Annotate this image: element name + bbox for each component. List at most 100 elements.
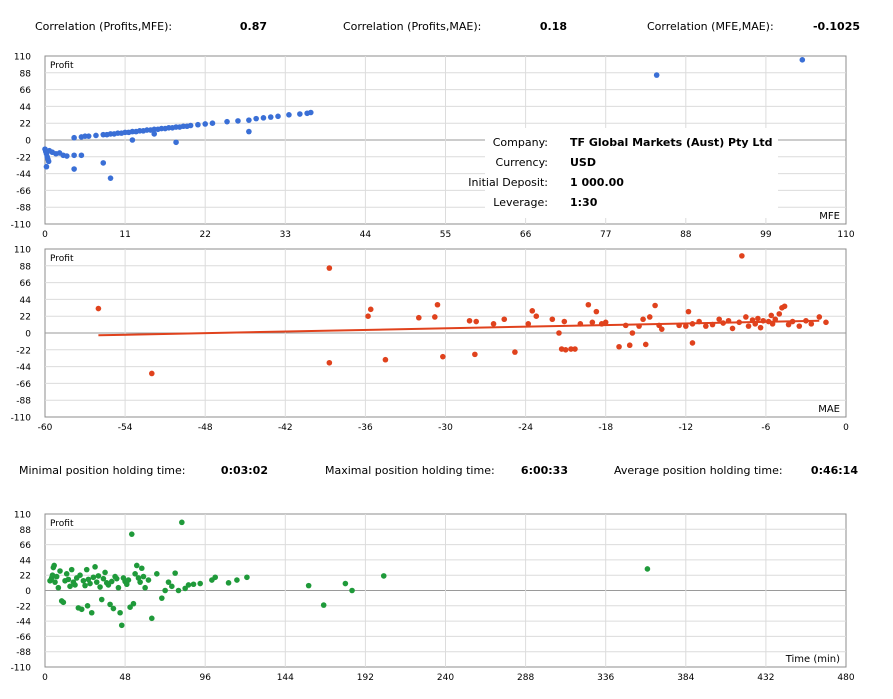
data-point [71, 134, 77, 141]
data-point [197, 580, 203, 587]
y-tick-label: 110 [14, 246, 31, 256]
data-point [305, 582, 312, 589]
data-point [577, 321, 584, 327]
data-point [118, 622, 125, 629]
data-point [55, 584, 62, 591]
data-point [102, 569, 108, 576]
data-point [244, 574, 250, 581]
data-point [52, 579, 58, 585]
y-tick-label: 44 [20, 296, 32, 306]
x-tick-label: 33 [280, 230, 291, 240]
data-point [165, 579, 172, 585]
y-tick-label: -66 [16, 633, 31, 643]
y-tick-label: 0 [25, 587, 31, 597]
data-point [365, 313, 371, 319]
data-point [209, 120, 216, 126]
data-point [64, 153, 70, 159]
data-point [212, 574, 219, 581]
correlation-profit-mfe-label: Correlation (Profits,MFE): [35, 20, 173, 33]
data-point [195, 121, 201, 128]
data-point [789, 318, 796, 325]
data-point [98, 596, 105, 603]
data-point [472, 351, 478, 358]
data-point [739, 253, 745, 259]
data-point [640, 316, 646, 323]
data-point [71, 166, 77, 172]
leverage-label: Leverage: [493, 196, 548, 209]
data-point [132, 571, 138, 577]
x-tick-label: 88 [680, 230, 692, 240]
data-point [768, 312, 775, 319]
data-point [127, 604, 133, 610]
data-point [349, 587, 355, 594]
data-point [179, 519, 185, 526]
data-point [572, 346, 578, 352]
data-point [173, 139, 179, 146]
data-point [53, 573, 60, 580]
data-point [561, 318, 568, 325]
data-point [616, 343, 622, 350]
y-tick-label: -88 [16, 204, 31, 214]
data-point [529, 308, 536, 314]
data-point [85, 133, 92, 139]
y-tick-label: 88 [20, 69, 32, 79]
company-value: TF Global Markets (Aust) Pty Ltd [570, 136, 773, 149]
data-point [799, 57, 806, 63]
data-point [43, 163, 50, 170]
data-point [267, 114, 274, 120]
data-point [225, 580, 232, 586]
data-point [128, 531, 135, 537]
data-point [234, 577, 240, 583]
data-point [93, 579, 100, 585]
x-tick-label: 44 [360, 230, 372, 240]
data-point [169, 583, 175, 590]
data-point [80, 577, 87, 584]
x-tick-label: 22 [199, 230, 210, 240]
data-point [92, 564, 98, 570]
data-point [260, 115, 267, 121]
data-point [743, 314, 749, 320]
data-point [71, 152, 77, 159]
x-tick-label: -18 [598, 423, 613, 433]
x-tick-label: 480 [837, 673, 854, 683]
data-point [658, 326, 665, 332]
x-tick-label: -24 [518, 423, 533, 433]
data-point [138, 565, 145, 572]
data-point [77, 572, 83, 578]
y-tick-label: -66 [16, 187, 31, 197]
x-axis-label: MFE [819, 211, 840, 222]
data-point [68, 566, 75, 573]
data-point [107, 601, 113, 608]
data-point [716, 316, 722, 323]
y-tick-label: 22 [20, 313, 31, 323]
data-point [709, 321, 716, 328]
data-point [434, 301, 441, 308]
data-point [796, 323, 803, 329]
holding-time-row: Minimal position holding time: 0:03:02 M… [0, 464, 893, 482]
data-point [235, 118, 241, 124]
x-tick-label: 336 [597, 673, 614, 683]
y-tick-label: 0 [25, 330, 31, 340]
x-tick-label: -36 [358, 423, 373, 433]
data-point [137, 579, 143, 585]
y-tick-label: 88 [20, 526, 32, 536]
data-point [117, 609, 123, 616]
data-point [113, 575, 120, 582]
x-tick-label: 11 [119, 230, 130, 240]
data-point [45, 158, 52, 165]
data-point [115, 584, 122, 591]
data-point [367, 306, 374, 313]
y-tick-label: 110 [14, 53, 31, 63]
data-point [752, 321, 759, 327]
data-point [473, 318, 480, 325]
correlation-profit-mae-label: Correlation (Profits,MAE): [343, 20, 482, 33]
correlation-profit-mfe-value: 0.87 [239, 20, 267, 33]
data-point [65, 576, 72, 583]
y-tick-label: 44 [20, 556, 32, 566]
data-point [253, 115, 259, 122]
x-tick-label: 55 [440, 230, 451, 240]
data-point [140, 573, 147, 580]
data-point [125, 577, 132, 583]
y-tick-label: 88 [20, 262, 32, 272]
